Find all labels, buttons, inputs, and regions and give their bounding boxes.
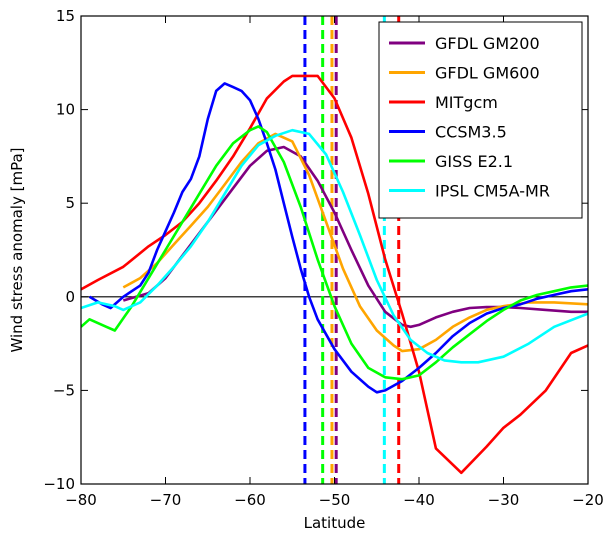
- legend-label: IPSL CM5A-MR: [435, 182, 550, 201]
- y-tick-label: −10: [43, 475, 75, 493]
- series-lines: [81, 74, 588, 475]
- x-tick-label: −80: [65, 491, 97, 509]
- plot-frame: [80, 15, 589, 485]
- x-tick-label: −40: [403, 491, 435, 509]
- series-line: [81, 125, 588, 381]
- series-line: [81, 128, 588, 364]
- legend-box: [378, 21, 583, 219]
- series-line: [81, 74, 588, 475]
- series-line: [88, 82, 588, 394]
- legend-label: MITgcm: [435, 93, 498, 112]
- y-tick-label: −5: [53, 381, 75, 399]
- y-tick-label: 15: [56, 7, 75, 25]
- legend: GFDL GM200 GFDL GM600 MITgcm CCSM3.5 GISS E2…: [378, 21, 583, 219]
- legend-label: GFDL GM600: [435, 64, 540, 83]
- y-tick-label: 10: [56, 101, 75, 119]
- y-tick-label: 0: [65, 288, 75, 306]
- x-axis-label: Latitude: [304, 514, 366, 532]
- x-tick-label: −20: [572, 491, 604, 509]
- x-tick-label: −50: [319, 491, 351, 509]
- x-tick-label: −30: [488, 491, 520, 509]
- legend-label: CCSM3.5: [435, 123, 507, 142]
- series-line: [122, 132, 588, 353]
- legend-label: GFDL GM200: [435, 34, 540, 53]
- x-tick-label: −70: [150, 491, 182, 509]
- y-axis-label: Wind stress anomaly [mPa]: [8, 148, 26, 353]
- legend-label: GISS E2.1: [435, 152, 513, 171]
- x-tick-label: −60: [234, 491, 266, 509]
- y-tick-label: 5: [65, 194, 75, 212]
